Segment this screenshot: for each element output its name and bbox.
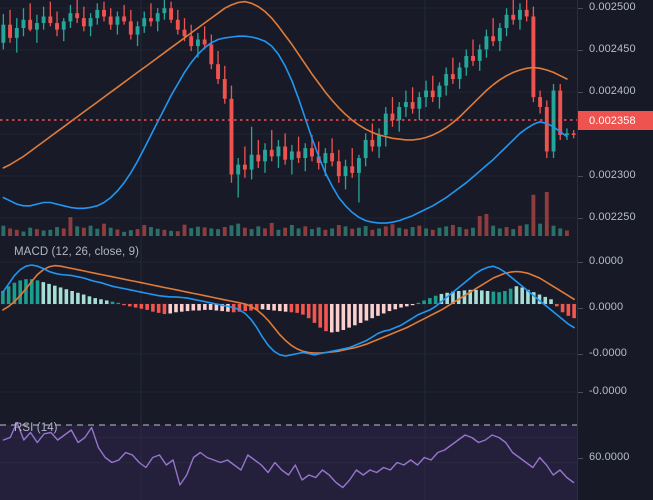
rsi-indicator-label[interactable]: RSI (14) (14, 422, 58, 434)
scale-tick (578, 354, 583, 355)
scale-label: -0.0000 (589, 385, 628, 397)
scale-label: 0.002400 (589, 85, 636, 97)
scale-label: 0.0000 (589, 255, 624, 267)
scale-label: 0.002250 (589, 211, 636, 223)
macd-chart-canvas (0, 242, 577, 415)
scale-label: 0.0000 (589, 301, 624, 313)
macd-indicator-label[interactable]: MACD (12, 26, close, 9) (14, 246, 140, 258)
scale-tick (578, 262, 583, 263)
scale-tick (578, 218, 583, 219)
current-price-value: 0.002358 (589, 114, 636, 127)
scale-label: 0.002500 (589, 1, 636, 13)
price-chart-canvas (0, 0, 577, 242)
scale-tick (578, 50, 583, 51)
scale-tick (578, 8, 583, 9)
macd-panel[interactable] (0, 242, 577, 415)
price-scale-axis[interactable]: 0.002500 0.002450 0.002400 0.002300 0.002250… (577, 0, 653, 500)
scale-tick (578, 392, 583, 393)
scale-tick (578, 308, 583, 309)
rsi-panel[interactable] (0, 415, 577, 500)
scale-label: 60.0000 (589, 451, 630, 463)
scale-tick (578, 458, 583, 459)
current-price-badge: 0.002358 (578, 111, 653, 130)
scale-label: 0.002450 (589, 43, 636, 55)
price-panel[interactable] (0, 0, 577, 242)
scale-label: -0.0000 (589, 347, 628, 359)
scale-tick (578, 176, 583, 177)
scale-tick (578, 92, 583, 93)
scale-label: 0.002300 (589, 169, 636, 181)
rsi-chart-canvas (0, 415, 577, 500)
